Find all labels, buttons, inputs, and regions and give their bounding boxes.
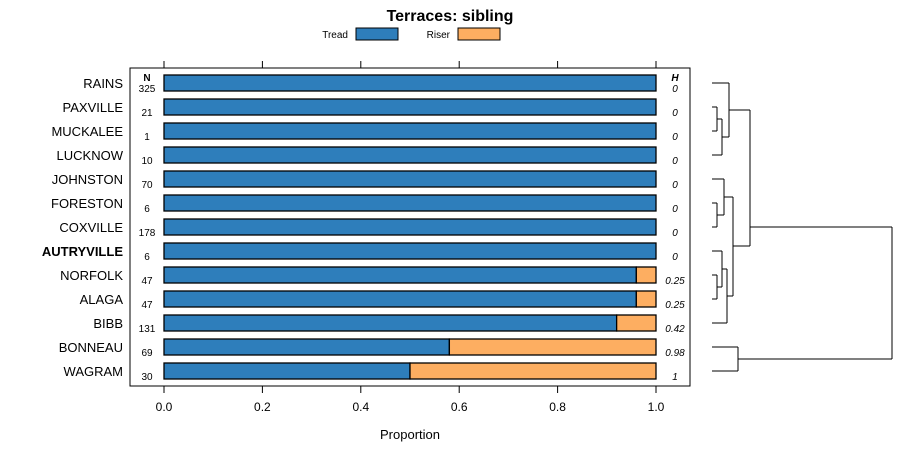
- h-value: 0.42: [665, 324, 685, 335]
- row-label-bibb: BIBB: [93, 316, 123, 331]
- bar-tread-johnston: [163, 170, 657, 188]
- bar-riser-alaga: [635, 290, 657, 308]
- row-label-alaga: ALAGA: [80, 292, 124, 307]
- dendro-branch: [712, 346, 739, 372]
- bar-tread-norfolk: [163, 266, 637, 284]
- dendrogram: [712, 82, 893, 372]
- dendro-branch: [712, 106, 718, 132]
- bar-tread-rains: [163, 74, 657, 92]
- legend-swatch-riser: [457, 27, 501, 41]
- h-value: 0.98: [665, 348, 685, 359]
- chart-title: Terraces: sibling: [387, 8, 514, 25]
- bar-tread-wagram: [163, 362, 411, 380]
- dendro-branch: [712, 268, 728, 324]
- row-label-lucknow: LUCKNOW: [57, 148, 124, 163]
- h-value: 0: [672, 108, 678, 119]
- x-tick-label: 0.2: [254, 400, 271, 414]
- legend-swatch-tread: [355, 27, 399, 41]
- row-label-paxville: PAXVILLE: [63, 100, 124, 115]
- dendro-branch: [738, 226, 893, 360]
- bar-tread-autryville: [163, 242, 657, 260]
- dendro-branch: [712, 202, 718, 228]
- dendro-branch: [712, 178, 725, 216]
- n-value: 47: [141, 276, 153, 287]
- bar-riser-bibb: [615, 314, 657, 332]
- n-value: 21: [141, 108, 153, 119]
- n-value: 6: [144, 204, 150, 215]
- legend-label-riser: Riser: [427, 30, 451, 41]
- n-value: 131: [139, 324, 156, 335]
- bar-riser-wagram: [409, 362, 657, 380]
- h-value: 0.25: [665, 300, 685, 311]
- h-header: H: [671, 73, 679, 84]
- h-value: 1: [672, 372, 678, 383]
- legend-label-tread: Tread: [322, 30, 348, 41]
- n-header: N: [143, 73, 150, 84]
- x-tick-label: 1.0: [648, 400, 665, 414]
- plot-frame: [129, 67, 691, 387]
- bar-tread-foreston: [163, 194, 657, 212]
- x-tick-label: 0.4: [352, 400, 369, 414]
- row-labels: RAINS PAXVILLE MUCKALEE LUCKNOW JOHNSTON FORE…: [42, 76, 124, 379]
- row-label-wagram: WAGRAM: [64, 364, 123, 379]
- n-value: 6: [144, 252, 150, 263]
- row-label-johnston: JOHNSTON: [52, 172, 123, 187]
- dendro-branch: [729, 109, 751, 247]
- h-value: 0.25: [665, 276, 685, 287]
- x-axis-title: Proportion: [380, 427, 440, 442]
- legend: Tread Riser: [322, 27, 501, 41]
- row-label-coxville: COXVILLE: [59, 220, 123, 235]
- bar-tread-alaga: [163, 290, 637, 308]
- bar-tread-lucknow: [163, 146, 657, 164]
- dendro-branch: [712, 82, 730, 138]
- n-value: 1: [144, 132, 150, 143]
- h-value: 0: [672, 132, 678, 143]
- n-labels: 325 21 1 10 70 6 178 6 47 47 131 69 30: [139, 84, 156, 383]
- bar-riser-norfolk: [635, 266, 657, 284]
- n-value: 10: [141, 156, 153, 167]
- bar-tread-paxville: [163, 98, 657, 116]
- h-labels: 0 0 0 0 0 0 0 0 0.25 0.25 0.42 0.98 1: [665, 84, 685, 383]
- bars: [163, 74, 657, 380]
- bar-tread-coxville: [163, 218, 657, 236]
- x-tick-label: 0.8: [549, 400, 566, 414]
- h-value: 0: [672, 180, 678, 191]
- bar-tread-bonneau: [163, 338, 451, 356]
- row-label-norfolk: NORFOLK: [60, 268, 123, 283]
- x-tick-label: 0.6: [451, 400, 468, 414]
- bar-riser-bonneau: [448, 338, 657, 356]
- h-value: 0: [672, 84, 678, 95]
- n-value: 70: [141, 180, 153, 191]
- h-value: 0: [672, 204, 678, 215]
- bar-tread-bibb: [163, 314, 618, 332]
- dendro-branch: [712, 274, 718, 300]
- n-value: 47: [141, 300, 153, 311]
- row-label-muckalee: MUCKALEE: [51, 124, 123, 139]
- row-label-rains: RAINS: [83, 76, 123, 91]
- row-label-foreston: FORESTON: [51, 196, 123, 211]
- dendro-branch: [724, 196, 734, 297]
- n-value: 30: [141, 372, 153, 383]
- x-axis: 0.0 0.2 0.4 0.6 0.8 1.0: [156, 61, 665, 414]
- n-value: 178: [139, 228, 156, 239]
- h-value: 0: [672, 252, 678, 263]
- n-value: 69: [141, 348, 153, 359]
- h-value: 0: [672, 156, 678, 167]
- x-tick-label: 0.0: [156, 400, 173, 414]
- h-value: 0: [672, 228, 678, 239]
- bar-tread-muckalee: [163, 122, 657, 140]
- n-value: 325: [139, 84, 156, 95]
- row-label-autryville: AUTRYVILLE: [42, 244, 123, 259]
- row-label-bonneau: BONNEAU: [59, 340, 123, 355]
